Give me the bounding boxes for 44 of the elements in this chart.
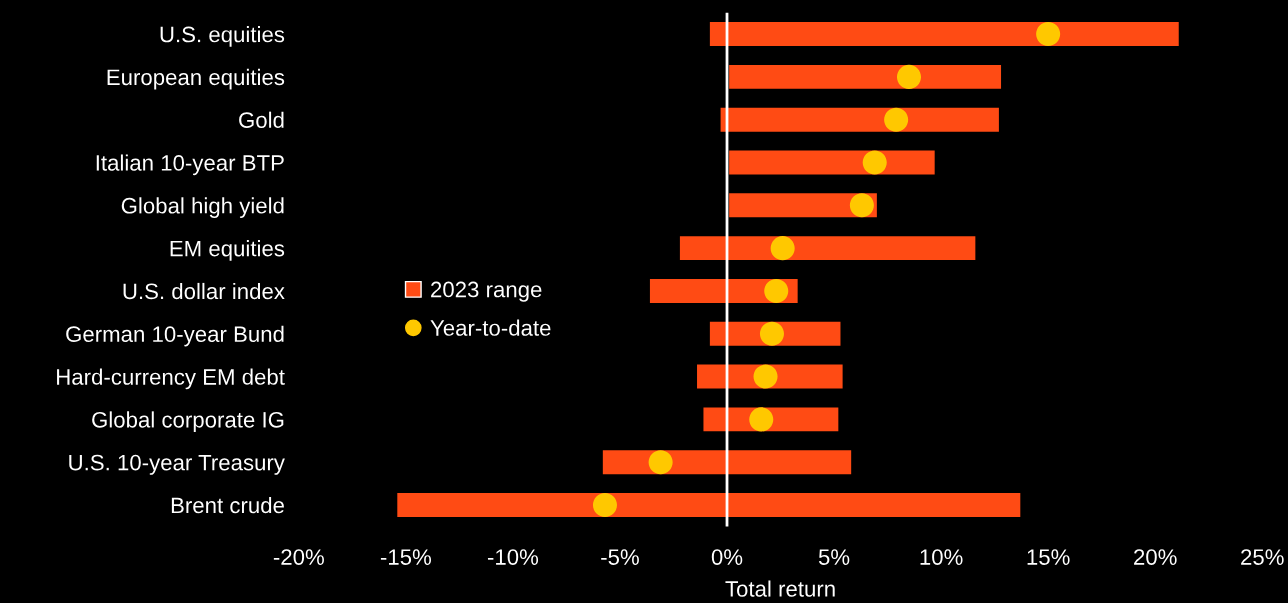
point: [862, 150, 887, 175]
bar: [679, 236, 976, 261]
point: [592, 492, 617, 518]
x-tick-label: 5%: [818, 549, 850, 565]
bar: [602, 450, 852, 475]
point: [770, 236, 795, 261]
y-tick-label: EM equities: [170, 240, 285, 261]
point: [849, 193, 874, 218]
point: [648, 450, 673, 475]
x-tick-label: -10%: [487, 549, 539, 565]
x-tick-label: -20%: [273, 549, 324, 565]
x-tick-label: 20%: [1134, 549, 1177, 565]
x-tick-label: 0%: [711, 549, 743, 565]
y-tick-label: U.S. equities: [160, 26, 285, 47]
x-tick-label: 15%: [1027, 549, 1070, 565]
x-tick-label: -15%: [380, 549, 432, 565]
y-tick-label: Hard-currency EM debt: [57, 368, 285, 390]
x-tick-label: 25%: [1241, 549, 1284, 565]
y-tick-label: Global corporate IG: [92, 411, 284, 433]
point: [759, 321, 784, 346]
legend-label: Year-to-date: [430, 319, 551, 336]
point: [1036, 22, 1061, 47]
bar: [397, 493, 1021, 517]
bar: [720, 107, 999, 132]
x-tick-label: 10%: [920, 549, 963, 565]
y-tick-label: Global high yield: [121, 197, 284, 218]
legend-label: 2023 range: [431, 281, 542, 302]
point: [753, 364, 778, 389]
y-tick-label: Italian 10-year BTP: [96, 154, 284, 176]
y-tick-label: German 10-year Bund: [66, 325, 284, 347]
point: [764, 278, 789, 303]
y-tick-label: European equities: [107, 68, 285, 90]
bar: [729, 150, 935, 175]
y-tick-label: U.S. 10-year Treasury: [69, 454, 285, 475]
y-tick-label: U.S. dollar index: [123, 282, 285, 300]
point: [896, 64, 922, 89]
y-tick-label: Brent crude: [171, 496, 284, 514]
point: [884, 107, 909, 132]
bar: [729, 64, 1002, 89]
bar: [709, 22, 1179, 47]
point: [749, 407, 774, 432]
y-tick-label: Gold: [239, 111, 284, 128]
x-axis-title: Total return: [725, 580, 835, 597]
x-tick-label: -5%: [601, 549, 639, 565]
